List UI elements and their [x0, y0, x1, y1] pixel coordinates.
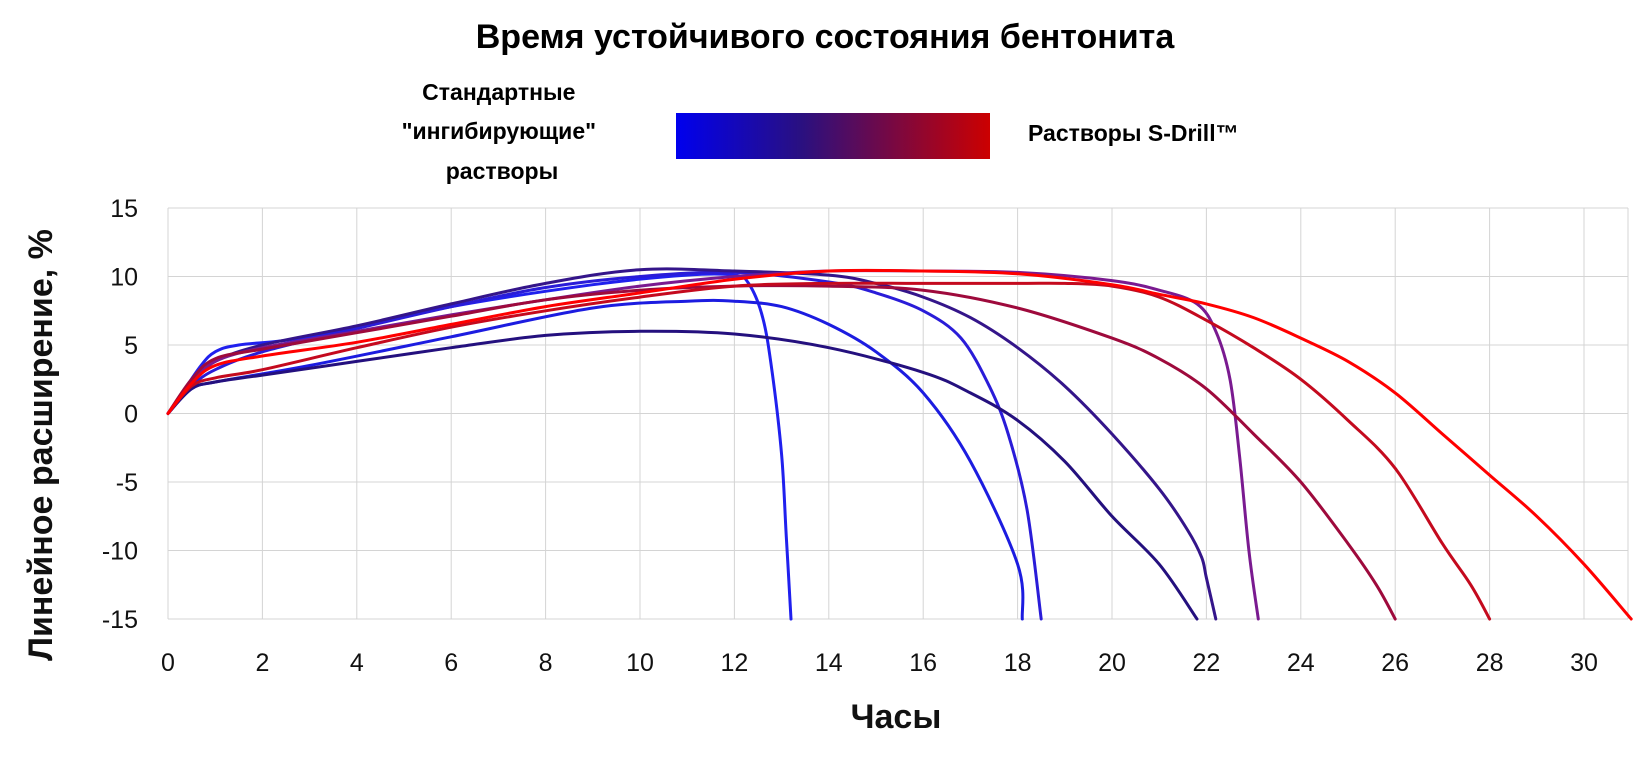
y-tick-label: -5 [116, 469, 138, 497]
series-line-3 [166, 270, 1043, 621]
y-tick-label: 10 [110, 264, 138, 292]
x-tick-label: 16 [909, 649, 937, 677]
series-line-5 [166, 267, 1218, 621]
series-line-2 [166, 298, 1025, 621]
y-tick-label: 5 [124, 332, 138, 360]
series-line-4 [166, 329, 1199, 621]
y-tick-label: 0 [124, 401, 138, 429]
series-line-8 [166, 281, 1492, 621]
series-line-6 [166, 269, 1260, 621]
legend-left-line-1: Стандартные [422, 79, 575, 105]
x-tick-label: 18 [1004, 649, 1032, 677]
legend-left-line-2: "ингибирующие" [402, 118, 596, 144]
x-tick-label: 4 [350, 649, 364, 677]
legend-left-label: Стандартные "ингибирующие" растворы [402, 79, 603, 184]
series-lines [166, 267, 1633, 621]
x-tick-label: 20 [1098, 649, 1126, 677]
legend-left-line-3: растворы [446, 158, 558, 184]
x-tick-label: 24 [1287, 649, 1315, 677]
legend-gradient-bar [676, 113, 990, 159]
x-tick-label: 0 [161, 649, 175, 677]
y-tick-label: -15 [102, 606, 138, 634]
y-tick-label: 15 [110, 195, 138, 223]
x-tick-label: 22 [1192, 649, 1220, 677]
legend-right-label: Растворы S-Drill™ [1028, 120, 1239, 146]
x-tick-label: 26 [1381, 649, 1409, 677]
x-tick-labels: 0 2 4 6 8 10 12 14 16 18 20 22 24 26 28 30 [161, 649, 1598, 677]
y-axis-title: Линейное расширение, % [22, 229, 60, 661]
x-tick-label: 10 [626, 649, 654, 677]
x-tick-label: 14 [815, 649, 843, 677]
x-tick-label: 8 [539, 649, 553, 677]
y-tick-labels: 15 10 5 0 -5 -10 -15 [102, 195, 138, 634]
x-tick-label: 28 [1476, 649, 1504, 677]
y-tick-label: -10 [102, 538, 138, 566]
x-tick-label: 30 [1570, 649, 1598, 677]
chart-title: Время устойчивого состояния бентонита [476, 18, 1176, 56]
x-tick-label: 6 [444, 649, 458, 677]
series-line-7 [166, 284, 1397, 621]
x-tick-label: 12 [720, 649, 748, 677]
series-line-1 [166, 272, 793, 621]
x-axis-title: Часы [851, 698, 942, 736]
x-tick-label: 2 [255, 649, 269, 677]
series-line-9 [166, 268, 1633, 621]
